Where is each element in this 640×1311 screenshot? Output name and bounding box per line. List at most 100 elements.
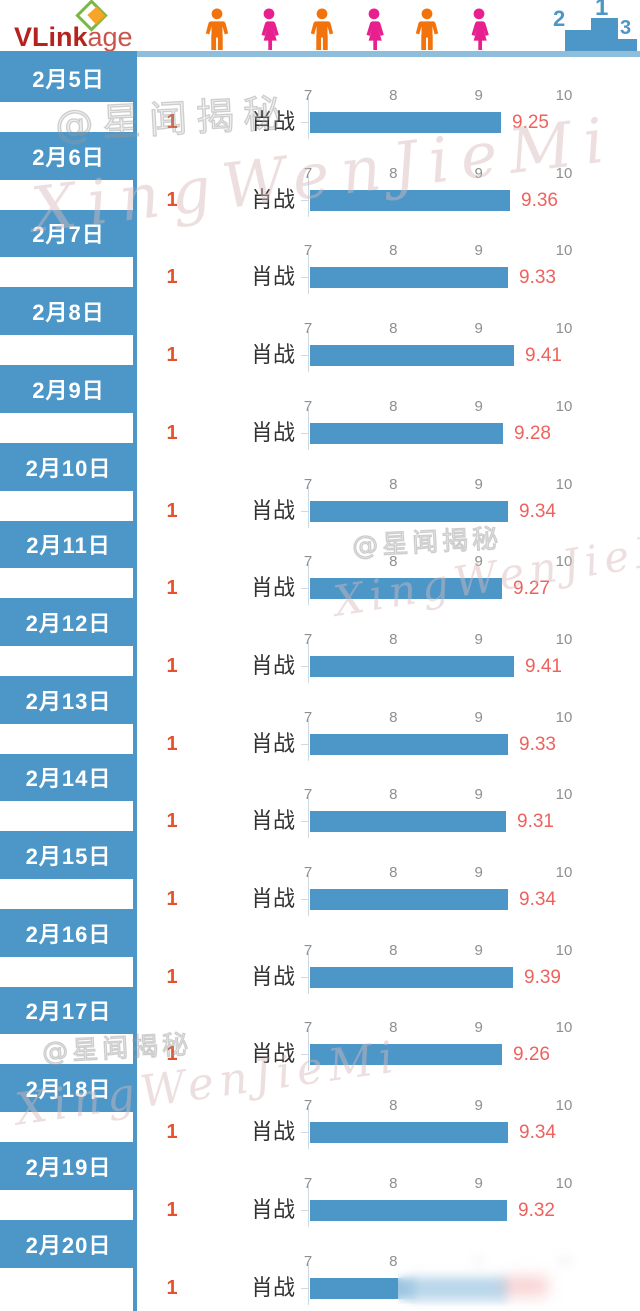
axis-tick-label: 9 [474,476,483,493]
axis-tick-label: 10 [555,242,573,259]
ranking-row: 2月17日 7 8 9 10 1 肖战 9.26 [0,989,640,1071]
date-label: 2月11日 [26,533,111,558]
date-cell [0,102,133,132]
ranking-row: 2月11日 7 8 9 10 1 肖战 9.27 [0,523,640,605]
header: VLinkage 2 1 3 [0,0,640,57]
podium-rank-2: 2 [553,6,566,31]
axis-tick-label: 7 [303,398,313,415]
axis-line [308,719,309,761]
ranking-row: 2月9日 7 8 9 10 1 肖战 9.28 [0,368,640,450]
axis-tick-mark [301,433,308,434]
axis-tick-label: 8 [389,87,398,104]
axis-tick-mark [301,511,308,512]
axis-line [308,252,309,294]
date-label: 2月18日 [25,1077,112,1102]
axis-tick-label: 9 [474,242,483,259]
score-bar [310,190,510,211]
male-person-icon [200,8,234,50]
axis-tick-label: 8 [389,1097,398,1114]
date-cell [0,257,133,287]
axis-tick-label: 7 [303,87,313,104]
score-bar [310,112,501,133]
logo-text-light: age [87,22,133,52]
axis-tick-label: 7 [303,320,313,337]
axis-tick-label: 10 [555,1097,573,1114]
axis-tick-label: 8 [389,476,398,493]
score-bar [310,1122,508,1143]
value-label: 9.33 [519,267,556,288]
podium-block-3 [618,39,637,51]
axis-tick-label: 8 [389,1175,398,1192]
axis-tick-label: 7 [303,476,313,493]
axis-line [308,641,309,683]
axis-tick-mark [301,355,308,356]
podium-block-1 [591,18,618,51]
actor-name: 肖战 [250,109,295,134]
ranking-row: 2月12日 7 8 9 10 1 肖战 9.41 [0,601,640,683]
actor-name: 肖战 [250,575,295,600]
date-label: 2月10日 [25,456,112,481]
axis-tick-label: 9 [474,942,483,959]
axis-tick-label: 8 [389,942,398,959]
value-label: 9.36 [521,190,558,211]
date-label: 2月17日 [25,999,112,1024]
axis-tick-label: 8 [389,553,398,570]
axis-tick-mark [301,899,308,900]
score-bar [310,423,503,444]
axis-line [308,1263,309,1305]
rank-label: 1 [166,266,178,288]
ranking-rows: 2月5日 7 8 9 10 1 肖战 9.25 2月6日 7 8 9 10 1 肖战 9.36 2月7日 7 8 9 1… [0,57,640,1311]
axis-line [308,1029,309,1071]
axis-line [308,952,309,994]
value-label: 9.28 [514,423,551,444]
axis-tick-label: 10 [555,786,573,803]
date-cell [0,879,133,909]
axis-tick-label: 7 [303,631,313,648]
female-person-icon [252,8,286,50]
axis-tick-label: 8 [389,786,398,803]
rank-label: 1 [166,189,178,211]
axis-tick-label: 9 [474,165,483,182]
rank-label: 1 [166,344,178,366]
score-bar [310,734,508,755]
header-underline-right [137,51,640,57]
axis-line [308,1107,309,1149]
score-bar [310,1278,416,1299]
date-label: 2月19日 [25,1155,112,1180]
axis-line [308,408,309,450]
date-label: 2月16日 [25,922,112,947]
value-label: 9.32 [518,1200,555,1221]
axis-tick-label: 10 [555,87,573,104]
date-label: 2月15日 [25,844,112,869]
rank-label: 1 [166,810,178,832]
axis-tick-label: 9 [474,87,483,104]
rank-label: 1 [166,655,178,677]
axis-tick-label: 7 [303,1097,313,1114]
axis-tick-label: 9 [474,1175,483,1192]
ranking-row: 2月7日 7 8 9 10 1 肖战 9.33 [0,212,640,294]
actor-name: 肖战 [250,1041,295,1066]
date-label: 2月7日 [32,222,105,247]
rank-label: 1 [166,1121,178,1143]
date-cell [0,1112,133,1142]
axis-line [308,874,309,916]
ranking-row: 2月13日 7 8 9 10 1 肖战 9.33 [0,679,640,761]
actor-name: 肖战 [250,1275,295,1300]
ranking-row: 2月5日 7 8 9 10 1 肖战 9.25 [0,57,640,139]
podium-rank-3: 3 [620,17,632,39]
podium-rank-1: 1 [595,0,609,21]
value-label: 9.39 [524,967,561,988]
axis-line [308,563,309,605]
axis-tick-mark [301,821,308,822]
rank-label: 1 [166,733,178,755]
axis-tick-label: 10 [555,631,573,648]
axis-tick-label: 7 [303,1175,313,1192]
female-person-icon [462,8,496,50]
score-bar [310,345,514,366]
rank-label: 1 [166,1277,178,1299]
actor-name: 肖战 [250,1119,295,1144]
podium-block-2 [565,30,591,51]
actor-name: 肖战 [250,653,295,678]
date-cell [0,1268,133,1311]
score-bar [310,656,514,677]
